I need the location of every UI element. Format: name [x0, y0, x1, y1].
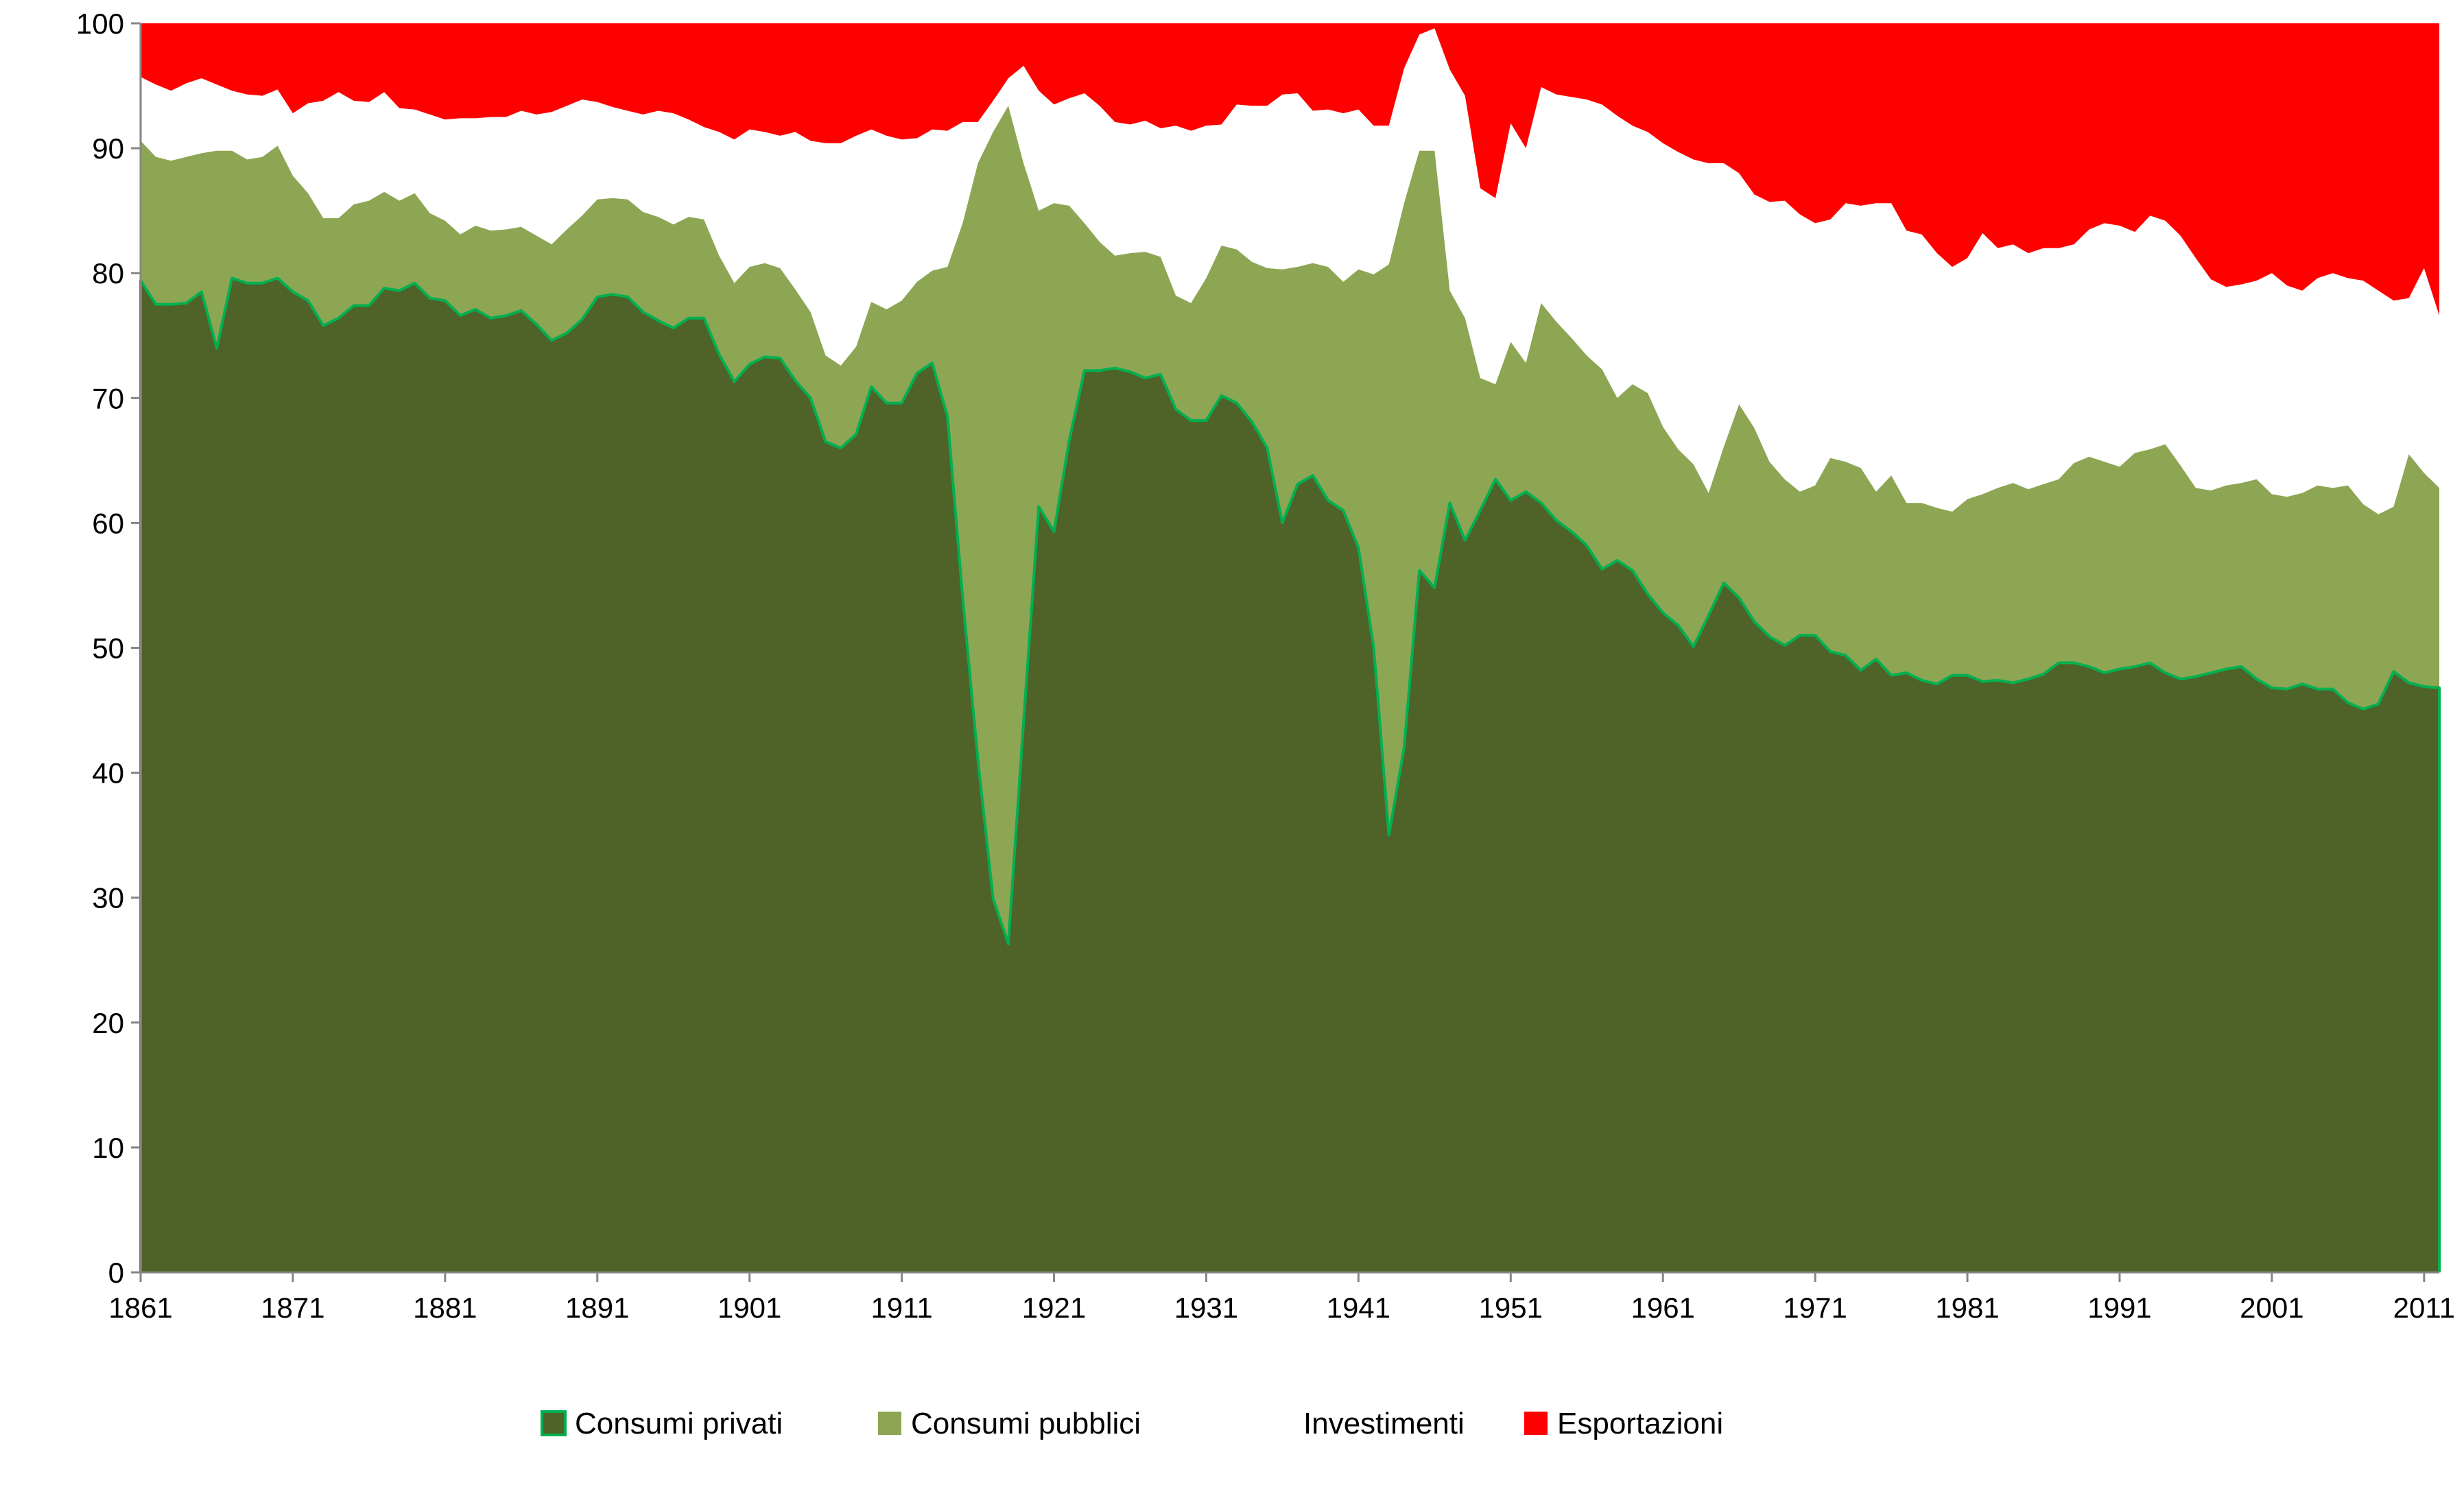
y-tick-label: 90 [92, 132, 124, 165]
x-tick-label: 1981 [1935, 1292, 1999, 1324]
y-tick-label: 60 [92, 507, 124, 539]
x-tick-label: 1961 [1631, 1292, 1694, 1324]
y-axis-ticks: 0 10 20 30 40 50 60 70 80 90 100 [76, 8, 141, 1289]
x-tick-label: 1941 [1327, 1292, 1390, 1324]
legend-label-esportazioni: Esportazioni [1557, 1407, 1723, 1440]
x-tick-label: 1971 [1783, 1292, 1847, 1324]
x-tick-label: 1991 [2087, 1292, 2151, 1324]
legend-swatch-consumi-pubblici [878, 1412, 901, 1435]
x-tick-label: 2001 [2240, 1292, 2303, 1324]
y-tick-label: 80 [92, 257, 124, 289]
x-axis-ticks: 1861 1871 1881 1891 1901 1911 1921 1931 1941 1951… [108, 1272, 2455, 1324]
x-tick-label: 1891 [565, 1292, 629, 1324]
x-tick-label: 1881 [413, 1292, 477, 1324]
series-outline [139, 276, 2441, 1272]
legend-swatch-esportazioni [1524, 1412, 1548, 1435]
legend-swatch-consumi-privati [541, 1410, 567, 1436]
y-tick-label: 40 [92, 757, 124, 789]
y-tick-label: 50 [92, 632, 124, 665]
legend-label-consumi-privati: Consumi privati [575, 1407, 783, 1440]
outline-consumi-privati [139, 276, 2441, 1272]
y-tick-label: 0 [108, 1257, 124, 1289]
x-tick-label: 1921 [1022, 1292, 1086, 1324]
y-tick-label: 100 [76, 8, 124, 40]
area-consumi-privati [141, 278, 2439, 1272]
legend-label-consumi-pubblici: Consumi pubblici [911, 1407, 1141, 1440]
x-tick-label: 1951 [1479, 1292, 1543, 1324]
x-tick-label: 2011 [2393, 1292, 2455, 1324]
x-tick-label: 1911 [870, 1292, 932, 1324]
x-tick-label: 1861 [108, 1292, 172, 1324]
x-tick-label: 1931 [1174, 1292, 1238, 1324]
y-tick-label: 30 [92, 882, 124, 914]
y-tick-label: 20 [92, 1007, 124, 1039]
x-tick-label: 1871 [261, 1292, 324, 1324]
legend-label-investimenti: Investimenti [1303, 1407, 1465, 1440]
x-tick-label: 1901 [718, 1292, 781, 1324]
legend: Consumi privati Consumi pubblici Investime… [541, 1407, 1723, 1440]
series-areas [141, 23, 2439, 1273]
y-tick-label: 70 [92, 382, 124, 414]
y-tick-label: 10 [92, 1132, 124, 1164]
legend-swatch-investimenti [1270, 1412, 1294, 1435]
